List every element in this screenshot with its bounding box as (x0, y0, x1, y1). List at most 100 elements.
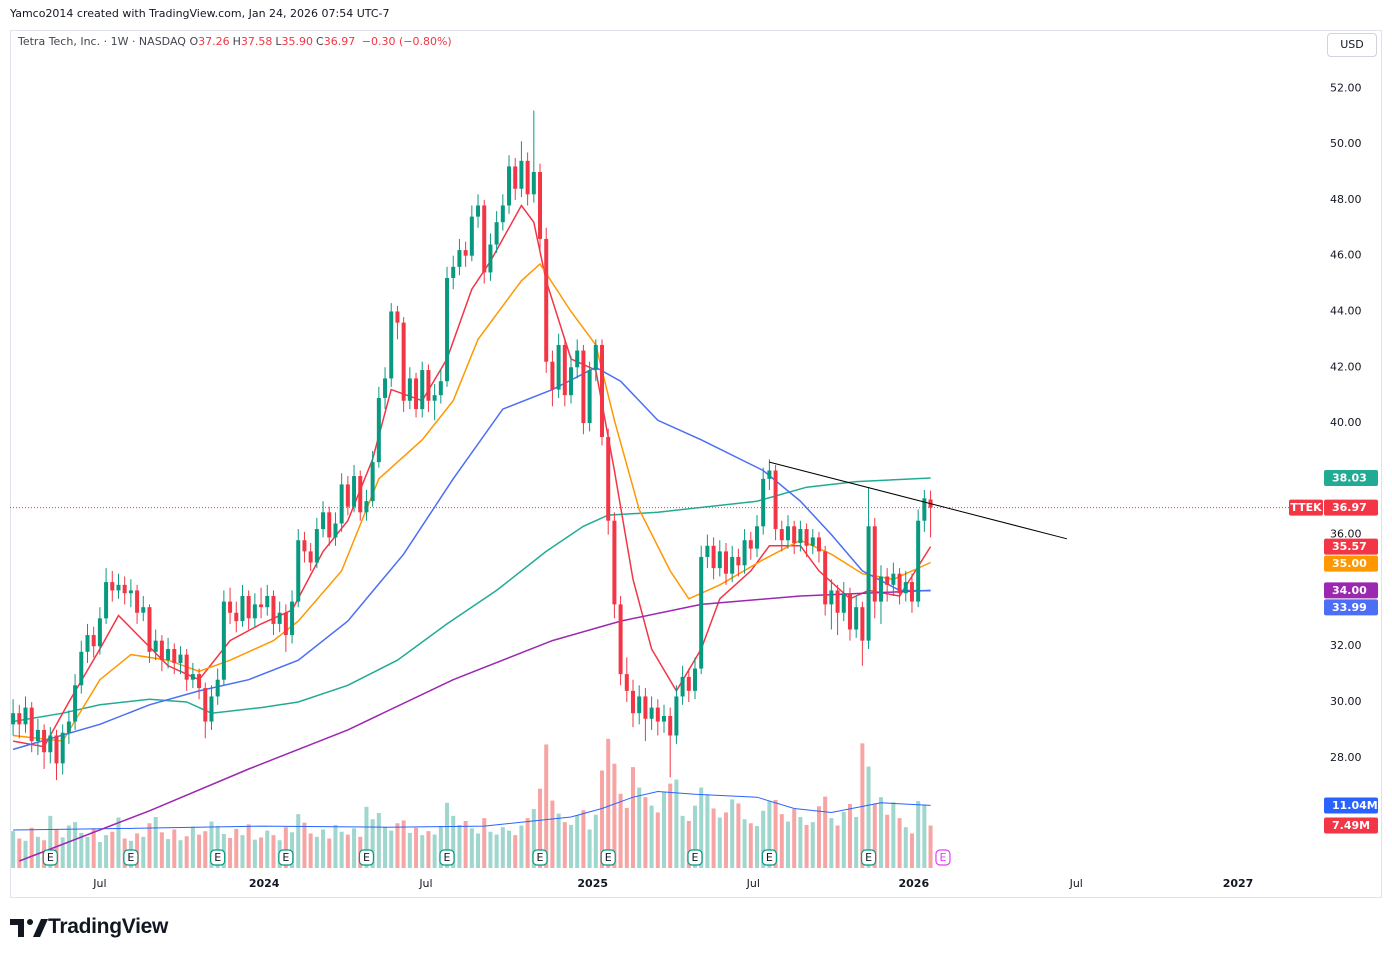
price-badge-label: 7.49M (1332, 819, 1370, 832)
candle-body (538, 171, 543, 239)
earnings-label: E (214, 851, 221, 864)
volume-bar (197, 834, 202, 868)
currency-button[interactable]: USD (1327, 33, 1377, 57)
volume-bar (612, 763, 617, 868)
earnings-marker (532, 849, 548, 866)
candle-body (104, 582, 109, 619)
candle-body (451, 266, 456, 278)
candle-body (785, 526, 790, 541)
volume-bar (463, 820, 468, 868)
volume-bar (469, 828, 474, 868)
volume-bar (240, 835, 245, 868)
candle-body (723, 551, 728, 574)
earnings-label: E (766, 851, 773, 864)
volume-bar (370, 819, 375, 868)
volume-bar (91, 828, 96, 868)
candle-body (60, 732, 65, 764)
candle-body (153, 640, 158, 652)
candle-body (296, 540, 301, 602)
candle-body (581, 350, 586, 424)
candle-body (767, 470, 772, 479)
candle-body (500, 205, 505, 223)
candle-body (810, 537, 815, 546)
y-tick-label: 30.00 (1330, 695, 1362, 708)
symbol: Tetra Tech, Inc. · 1W · NASDAQ (18, 35, 186, 48)
candle-body (637, 696, 642, 714)
candle-body (376, 397, 381, 463)
y-tick-label: 48.00 (1330, 193, 1362, 206)
volume-bar (754, 826, 759, 868)
volume-bar (562, 822, 567, 868)
volume-bar (692, 805, 697, 868)
candle-body (128, 590, 133, 594)
volume-bar (847, 803, 852, 868)
candle-body (302, 540, 307, 552)
ohlc-label: L (275, 35, 282, 48)
ohlc-label: C (316, 35, 324, 48)
candle-body (277, 612, 282, 624)
candle-body (835, 590, 840, 613)
candle-body (221, 601, 226, 680)
volume-bar (587, 829, 592, 868)
earnings-marker (860, 849, 877, 866)
volume-bar (674, 779, 679, 868)
volume-bar (878, 797, 883, 868)
volume-bar (773, 800, 778, 868)
volume-bar (606, 738, 611, 868)
frame (10, 30, 1382, 898)
candle-body (141, 607, 146, 613)
price-badge (1324, 538, 1378, 555)
earnings-label: E (444, 851, 451, 864)
y-tick-label: 36.00 (1330, 528, 1362, 541)
volume-bar (426, 831, 431, 868)
y-tick-label: 44.00 (1330, 304, 1362, 317)
volume-bar (767, 801, 772, 868)
candle-body (878, 576, 883, 602)
candle-body (215, 679, 220, 697)
candle-body (122, 584, 127, 594)
volume-bar (649, 805, 654, 868)
ohlc-value: 37.58 (240, 35, 273, 48)
volume-bar (556, 813, 561, 868)
volume-bar (389, 830, 394, 868)
candle-body (699, 556, 704, 669)
candle-body (618, 604, 623, 675)
volume-bar (29, 827, 34, 868)
moving-average (19, 589, 931, 862)
volume-bar (203, 831, 208, 868)
candle-body (370, 462, 375, 502)
volume-bar (711, 808, 716, 868)
earnings-marker (278, 849, 294, 866)
candle-body (742, 540, 747, 566)
volume-bar (835, 825, 840, 868)
volume-bar (748, 823, 753, 868)
candle-body (593, 344, 598, 371)
earnings-marker (935, 849, 951, 866)
volume-bar (302, 822, 307, 868)
x-tick-label: Jul (92, 877, 106, 890)
earnings-marker (210, 849, 226, 866)
candle-body (445, 277, 450, 382)
volume-bar (717, 817, 722, 868)
y-tick-label: 42.00 (1330, 360, 1362, 373)
volume-bar (79, 832, 84, 868)
earnings-label: E (939, 851, 946, 864)
candle-body (860, 607, 865, 641)
ohlc-value: 35.90 (281, 35, 314, 48)
candle-body (513, 166, 518, 189)
volume-bar (779, 814, 784, 868)
price-badge (1324, 599, 1378, 616)
y-tick-label: 28.00 (1330, 751, 1362, 764)
candle-body (643, 696, 648, 719)
candle-body (922, 498, 927, 521)
volume-bar (531, 809, 536, 868)
volume-bar (23, 840, 28, 868)
volume-bar (314, 836, 319, 868)
candle-body (463, 250, 468, 256)
volume-bar (228, 837, 233, 868)
x-tick-label: Jul (1069, 877, 1083, 890)
volume-bar (184, 836, 189, 868)
volume-bar (909, 833, 914, 868)
earnings-label: E (282, 851, 289, 864)
price-badge-label: 11.04M (1332, 799, 1378, 812)
